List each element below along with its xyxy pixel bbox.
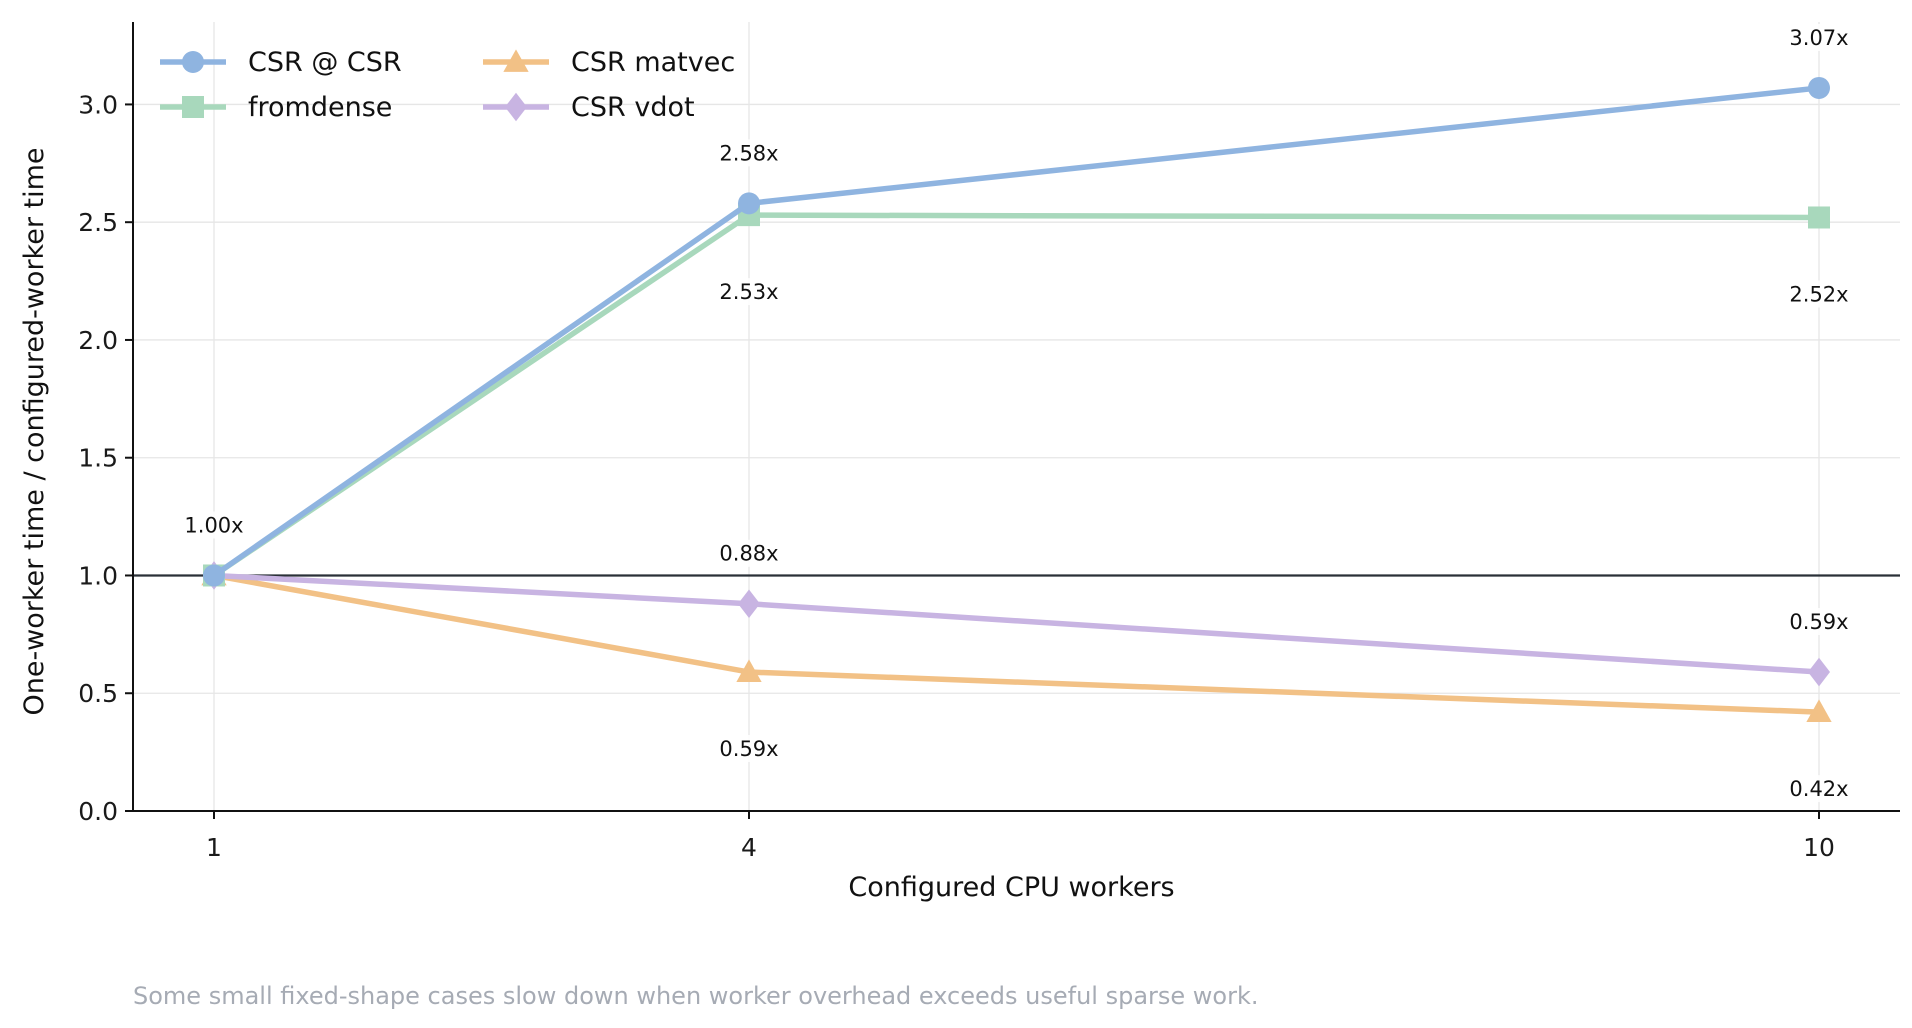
series-layer: [201, 76, 1832, 722]
series-fromdense: [203, 204, 1830, 587]
data-point: [1806, 699, 1832, 722]
data-label: 0.88x: [719, 542, 778, 566]
y-axis-label: One-worker time / configured-worker time: [19, 147, 50, 715]
series-line: [211, 212, 1822, 579]
x-axis-label: Configured CPU workers: [848, 872, 1174, 903]
legend-marker: [503, 49, 529, 72]
legend-item: CSR vdot: [483, 92, 695, 123]
data-label-bg: [1783, 608, 1855, 636]
data-label-bg: [1783, 280, 1855, 308]
chart-caption: Some small fixed-shape cases slow down w…: [133, 982, 1259, 1010]
x-tick-label: 4: [741, 833, 757, 862]
tick-labels: 0.0 0.5 1.0 1.5 2.0 2.5 3.0 1 4 10: [78, 90, 1835, 862]
data-label-bg: [713, 539, 785, 567]
data-point: [1808, 657, 1830, 687]
data-labels: 1.00x 2.58x 3.07x 2.53x 2.52x 0.59x 0.42x 0.88x…: [178, 23, 1855, 803]
data-point: [738, 192, 760, 215]
legend-label: CSR @ CSR: [248, 47, 402, 78]
x-tick-label: 10: [1803, 833, 1835, 862]
data-label-bg: [178, 511, 250, 539]
legend-item: CSR @ CSR: [160, 47, 402, 78]
data-label-bg: [713, 139, 785, 167]
y-tick-label: 2.0: [78, 326, 118, 355]
data-label: 1.00x: [184, 513, 243, 537]
data-label-bg: [713, 278, 785, 306]
legend-label: CSR matvec: [571, 47, 735, 78]
y-tick-label: 0.0: [78, 797, 118, 826]
data-label: 0.59x: [1789, 610, 1848, 634]
y-tick-label: 2.5: [78, 208, 118, 237]
data-label: 2.52x: [1789, 282, 1848, 306]
y-tick-label: 1.0: [78, 561, 118, 590]
data-point: [736, 659, 762, 682]
data-label: 2.58x: [719, 141, 778, 165]
legend-marker: [505, 92, 527, 122]
data-point: [738, 589, 760, 619]
series-csr-vdot: [203, 561, 1830, 687]
series-line: [211, 572, 1822, 675]
data-label: 2.53x: [719, 280, 778, 304]
series-line: [211, 85, 1822, 579]
legend-label: fromdense: [248, 92, 392, 123]
grid-lines: [133, 22, 1900, 812]
legend: CSR @ CSR fromdense CSR matvec CSR vdot: [160, 47, 735, 123]
x-tick-label: 1: [206, 833, 222, 862]
legend-item: fromdense: [160, 92, 392, 123]
legend-label: CSR vdot: [571, 92, 695, 123]
data-label: 0.42x: [1789, 777, 1848, 801]
data-label: 0.59x: [719, 737, 778, 761]
series-csr-csr: [203, 76, 1830, 587]
data-point: [1808, 76, 1830, 99]
data-point: [203, 564, 225, 587]
y-tick-label: 1.5: [78, 444, 118, 473]
y-tick-label: 0.5: [78, 679, 118, 708]
data-label-bg: [1783, 23, 1855, 51]
data-label-bg: [713, 735, 785, 763]
legend-marker: [182, 96, 204, 118]
data-point: [1808, 206, 1830, 229]
y-tick-label: 3.0: [78, 90, 118, 119]
data-label: 3.07x: [1789, 26, 1848, 50]
legend-marker: [182, 51, 204, 73]
legend-item: CSR matvec: [483, 47, 735, 78]
data-label-bg: [1783, 775, 1855, 803]
series-line: [211, 572, 1822, 715]
axes: [132, 22, 1900, 812]
